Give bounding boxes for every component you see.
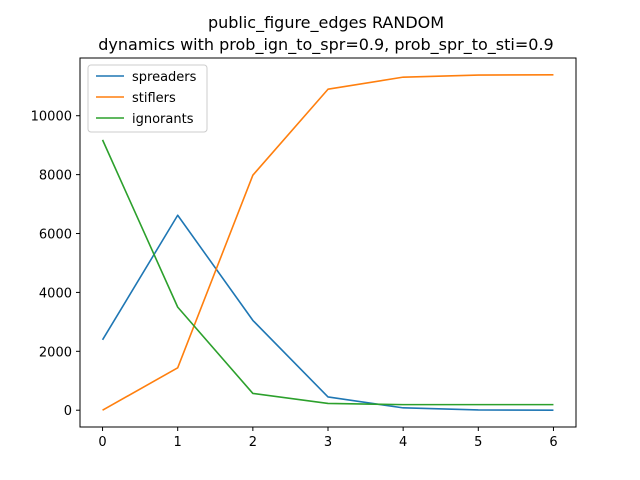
legend-label-spreaders: spreaders [132,70,197,85]
x-tick-label: 5 [474,435,482,450]
x-tick-label: 4 [399,435,407,450]
x-axis: 0 1 2 3 4 5 6 [98,427,558,450]
x-tick-label: 2 [249,435,257,450]
x-tick-label: 1 [174,435,182,450]
legend-label-ignorants: ignorants [132,112,194,127]
legend: spreaders stiflers ignorants [87,64,208,133]
x-tick-label: 0 [98,435,106,450]
y-tick-label: 2000 [39,345,72,360]
x-tick-label: 3 [324,435,332,450]
chart-title: public_figure_edges RANDOM [208,13,444,33]
series-layer [101,73,554,412]
y-tick-label: 8000 [39,169,72,184]
legend-box [87,64,208,133]
x-tick-label: 6 [549,435,557,450]
series-line-stiflers [102,73,554,411]
series-line-spreaders [101,214,554,412]
chart-subtitle: dynamics with prob_ign_to_spr=0.9, prob_… [98,35,553,55]
y-tick-label: 6000 [39,228,72,243]
y-tick-label: 4000 [39,286,72,301]
legend-label-stiflers: stiflers [132,91,176,106]
y-axis: 0 2000 4000 6000 8000 10000 [31,110,80,419]
y-tick-label: 0 [64,404,72,419]
series-line-ignorants [101,139,554,406]
y-tick-label: 10000 [31,110,72,125]
